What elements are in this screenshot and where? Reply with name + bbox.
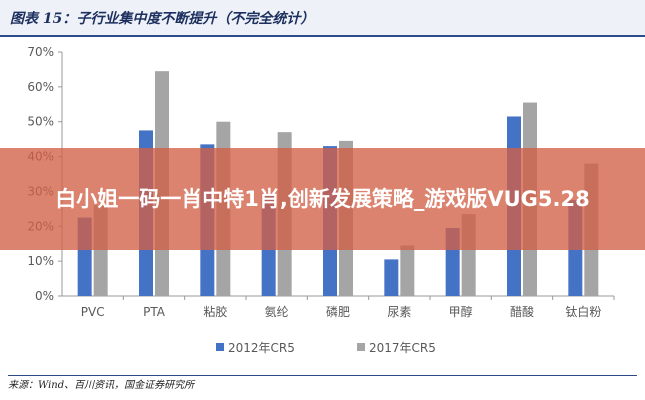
bar-2017-5: [400, 245, 415, 296]
x-tick-label: PVC: [81, 305, 105, 319]
y-tick-label: 0%: [35, 289, 54, 303]
x-tick-label: 醋酸: [510, 304, 534, 319]
y-tick-label: 10%: [27, 254, 54, 268]
chart-title-bar: 图表 15：子行业集中度不断提升（不完全统计）: [0, 0, 645, 37]
x-tick-label: 磷肥: [326, 304, 350, 319]
overlay-banner-text: 白小姐一码一肖中特1肖,创新发展策略_游戏版VUG5.28: [55, 187, 590, 211]
overlay-banner: 白小姐一码一肖中特1肖,创新发展策略_游戏版VUG5.28: [0, 148, 645, 250]
legend-label: 2012年CR5: [228, 341, 295, 355]
chart-title: 图表 15：子行业集中度不断提升（不完全统计）: [10, 11, 315, 27]
source-note: 来源：Wind、百川资讯，国金证券研究所: [8, 375, 637, 398]
legend-swatch: [216, 343, 224, 351]
x-tick-label: 甲醇: [449, 304, 473, 319]
legend-swatch: [357, 343, 365, 351]
x-tick-label: 粘胶: [203, 304, 227, 319]
x-tick-label: 氨纶: [265, 305, 289, 319]
x-tick-label: 尿素: [387, 305, 411, 319]
legend-label: 2017年CR5: [369, 341, 436, 355]
y-tick-label: 60%: [27, 80, 54, 94]
x-tick-label: 钛白粉: [565, 304, 601, 319]
y-tick-label: 70%: [27, 45, 54, 59]
x-tick-label: PTA: [143, 305, 166, 319]
bar-2012-5: [384, 259, 399, 296]
y-tick-label: 50%: [27, 115, 54, 129]
